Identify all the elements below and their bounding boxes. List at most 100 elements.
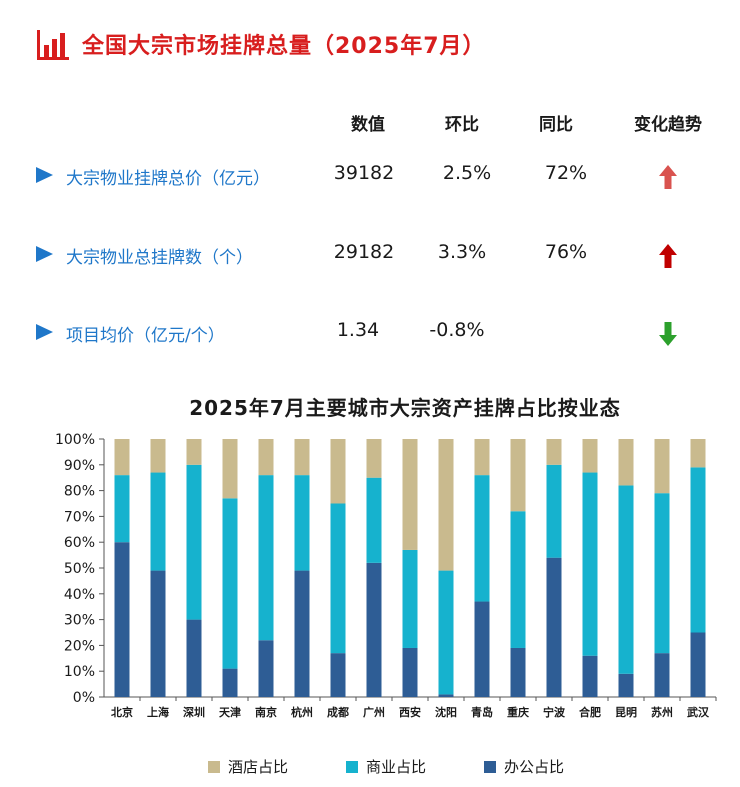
bar-chart-icon: [37, 30, 69, 60]
bar-segment: [582, 472, 598, 656]
bar-segment: [150, 472, 166, 571]
trend-up-icon: [659, 244, 677, 268]
y-tick-label: 20%: [64, 638, 95, 654]
column-header-yoy: 同比: [539, 115, 573, 135]
row-mom: 3.3%: [437, 241, 487, 263]
bar-segment: [258, 439, 274, 476]
bar-segment: [618, 485, 634, 674]
legend-item-office: 办公占比: [484, 756, 564, 777]
column-header-value: 数值: [351, 115, 385, 135]
bar-segment: [402, 549, 418, 648]
bar-segment: [582, 439, 598, 473]
y-tick-label: 90%: [64, 458, 95, 474]
bar-segment: [366, 477, 382, 563]
y-tick-label: 10%: [64, 664, 95, 680]
table-row-avg-price: 项目均价（亿元/个） 1.34 -0.8%: [0, 318, 740, 348]
bar-segment: [690, 467, 706, 633]
legend-label: 商业占比: [366, 758, 427, 776]
x-tick-label: 成都: [327, 705, 349, 719]
x-tick-label: 杭州: [291, 705, 313, 719]
legend-swatch-hotel: [208, 760, 220, 773]
bar-segment: [690, 439, 706, 468]
bar-segment: [222, 668, 238, 697]
x-tick-label: 上海: [147, 705, 169, 719]
x-tick-label: 西安: [399, 705, 421, 719]
bar-segment: [618, 439, 634, 486]
x-tick-label: 苏州: [651, 705, 673, 719]
page-header: 全国大宗市场挂牌总量（2025年7月）: [36, 24, 486, 64]
bar-segment: [330, 439, 346, 504]
bar-segment: [186, 619, 202, 697]
row-label: 大宗物业总挂牌数（个）: [66, 248, 253, 268]
bar-segment: [258, 640, 274, 697]
legend-swatch-office: [484, 760, 496, 773]
y-tick-label: 70%: [64, 509, 95, 525]
bar-segment: [366, 439, 382, 478]
bar-segment: [654, 653, 670, 697]
bar-segment: [510, 511, 526, 648]
row-value: 1.34: [336, 319, 380, 341]
x-tick-label: 沈阳: [435, 705, 457, 719]
legend-item-retail: 商业占比: [346, 756, 426, 777]
x-tick-label: 青岛: [471, 705, 493, 719]
bar-segment: [222, 498, 238, 669]
bar-segment: [114, 475, 130, 543]
y-tick-label: 40%: [64, 587, 95, 603]
bar-segment: [546, 557, 562, 697]
stacked-bar-chart: 0% 10% 20% 30% 40% 50% 60% 70% 80% 90% 100% 北京 上海 深圳天…: [55, 432, 717, 719]
bar-segment: [402, 439, 418, 550]
row-value: 29182: [333, 241, 395, 263]
table-row-total-count: 大宗物业总挂牌数（个） 29182 3.3% 76%: [0, 240, 740, 270]
x-tick-label: 昆明: [615, 706, 637, 719]
y-tick-label: 100%: [55, 432, 95, 448]
x-tick-label: 合肥: [579, 705, 601, 719]
bar-segment: [294, 475, 310, 571]
bar-segment: [294, 570, 310, 697]
bar-segment: [654, 439, 670, 494]
play-arrow-icon: [36, 167, 53, 183]
bar-segment: [618, 673, 634, 697]
trend-up-icon: [659, 165, 677, 189]
y-tick-label: 30%: [64, 613, 95, 629]
bar-segment: [186, 464, 202, 620]
row-yoy: 72%: [544, 162, 588, 184]
page-title: 全国大宗市场挂牌总量（2025年7月）: [82, 34, 486, 59]
legend-label: 酒店占比: [228, 758, 289, 776]
y-tick-label: 0%: [73, 690, 95, 706]
bar-segment: [186, 439, 202, 465]
bar-segment: [330, 503, 346, 654]
trend-down-icon: [659, 322, 677, 346]
bar-segment: [366, 562, 382, 697]
legend-item-hotel: 酒店占比: [208, 756, 288, 777]
bar-segment: [474, 601, 490, 697]
bar-segment: [258, 475, 274, 641]
y-tick-label: 60%: [64, 535, 95, 551]
x-tick-label: 深圳: [183, 705, 205, 719]
row-mom: -0.8%: [429, 319, 485, 341]
bar-segment: [438, 439, 454, 571]
summary-table: 数值 环比 同比 变化趋势 大宗物业挂牌总价（亿元） 39182 2.5% 72…: [0, 0, 740, 360]
y-tick-label: 50%: [64, 561, 95, 577]
bar-segment: [546, 464, 562, 558]
row-mom: 2.5%: [442, 162, 492, 184]
bar-segment: [330, 653, 346, 697]
column-header-trend: 变化趋势: [634, 115, 702, 135]
bar-segment: [582, 655, 598, 697]
bar-segment: [438, 570, 454, 695]
x-tick-label: 广州: [363, 705, 385, 719]
row-yoy: 76%: [544, 241, 588, 263]
bar-segment: [546, 439, 562, 465]
row-label: 大宗物业挂牌总价（亿元）: [66, 169, 270, 189]
y-tick-label: 80%: [64, 484, 95, 500]
bar-segment: [150, 570, 166, 697]
chart-title: 2025年7月主要城市大宗资产挂牌占比按业态: [189, 396, 621, 420]
bar-segment: [114, 542, 130, 697]
bar-segment: [114, 439, 130, 476]
x-tick-label: 宁波: [543, 705, 566, 719]
legend-swatch-retail: [346, 760, 358, 773]
bar-segment: [510, 647, 526, 697]
play-arrow-icon: [36, 324, 53, 340]
bar-segment: [654, 493, 670, 654]
play-arrow-icon: [36, 246, 53, 262]
chart-legend: 酒店占比 商业占比 办公占比: [0, 756, 740, 776]
